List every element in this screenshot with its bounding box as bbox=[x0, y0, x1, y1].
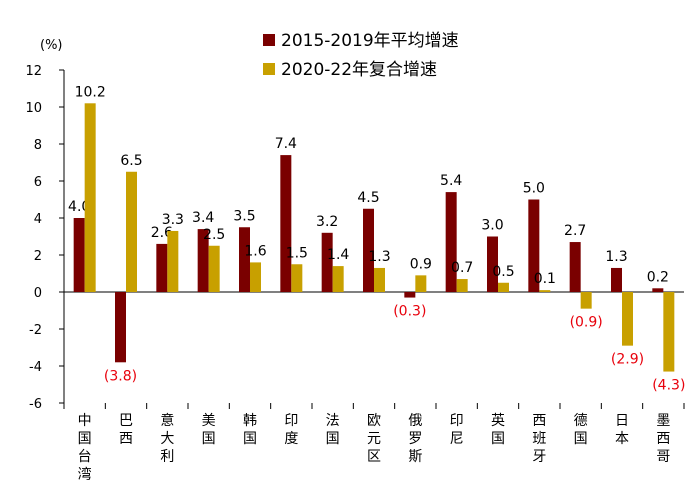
data-label-series-1: (0.3) bbox=[393, 304, 426, 320]
category-label: 中国台湾 bbox=[78, 413, 92, 483]
data-label-series-1: 3.0 bbox=[481, 218, 503, 234]
bar-series-1 bbox=[321, 232, 333, 292]
legend-swatch-series-2 bbox=[263, 63, 275, 75]
bar-series-1 bbox=[652, 288, 664, 292]
data-label-series-1: 3.4 bbox=[192, 210, 214, 226]
bar-series-2 bbox=[415, 275, 427, 292]
data-label-series-1: 7.4 bbox=[275, 136, 297, 152]
category-label: 墨西哥 bbox=[656, 413, 670, 465]
bar-series-2 bbox=[167, 230, 179, 292]
data-label-series-2: (2.9) bbox=[611, 352, 644, 368]
data-label-series-2: 0.1 bbox=[534, 271, 556, 287]
category-label: 印尼 bbox=[450, 413, 464, 447]
data-label-series-1: 3.5 bbox=[233, 208, 255, 224]
bar-series-2 bbox=[126, 171, 137, 292]
y-tick-label: 12 bbox=[25, 64, 42, 79]
data-label-series-2: 0.9 bbox=[410, 256, 432, 272]
category-label: 韩国 bbox=[243, 413, 257, 447]
data-label-series-1: (3.8) bbox=[104, 368, 137, 384]
plot-area: -6-4-20246810124.010.2中国台湾(3.8)6.5巴西2.63… bbox=[25, 64, 685, 483]
y-tick-label: -6 bbox=[29, 397, 42, 412]
y-tick-label: 4 bbox=[34, 212, 42, 227]
data-label-series-2: 0.5 bbox=[492, 264, 514, 280]
category-label: 日本 bbox=[615, 413, 629, 447]
data-label-series-2: 3.3 bbox=[162, 212, 184, 228]
category-label: 欧元区 bbox=[367, 413, 381, 465]
data-label-series-1: 2.7 bbox=[564, 223, 586, 239]
category-label: 西班牙 bbox=[532, 413, 546, 465]
bar-series-1 bbox=[611, 267, 622, 292]
category-label: 英国 bbox=[491, 412, 505, 447]
bar-series-1 bbox=[156, 243, 168, 292]
bar-series-2 bbox=[291, 264, 303, 292]
bar-series-1 bbox=[239, 227, 250, 292]
bar-series-2 bbox=[374, 267, 385, 292]
bar-series-2 bbox=[250, 262, 261, 292]
category-label: 德国 bbox=[574, 413, 588, 447]
legend: 2015-2019年平均增速 2020-22年复合增速 bbox=[263, 31, 459, 80]
bar-series-2 bbox=[622, 292, 633, 346]
bar-series-1 bbox=[445, 192, 457, 292]
bar-series-1 bbox=[115, 292, 126, 363]
data-label-series-1: 0.2 bbox=[647, 269, 669, 285]
y-tick-label: 2 bbox=[34, 249, 42, 264]
data-label-series-2: 1.6 bbox=[244, 243, 266, 259]
category-label: 美国 bbox=[202, 413, 216, 447]
legend-label-series-2: 2020-22年复合增速 bbox=[281, 60, 437, 80]
data-label-series-2: 0.7 bbox=[451, 260, 473, 276]
bar-series-2 bbox=[539, 290, 551, 292]
bar-series-1 bbox=[487, 236, 498, 292]
category-label: 意大利 bbox=[160, 412, 174, 465]
y-tick-label: 6 bbox=[34, 175, 42, 190]
data-label-series-2: 2.5 bbox=[203, 227, 225, 243]
y-axis-unit-label: (%) bbox=[40, 38, 63, 53]
data-label-series-2: (0.9) bbox=[570, 315, 603, 331]
y-tick-label: 10 bbox=[25, 101, 42, 116]
data-label-series-1: 5.0 bbox=[523, 181, 545, 197]
category-label: 印度 bbox=[284, 413, 298, 447]
data-label-series-1: 1.3 bbox=[605, 249, 627, 265]
bar-series-1 bbox=[528, 199, 540, 292]
y-tick-label: -2 bbox=[29, 323, 42, 338]
category-label: 俄罗斯 bbox=[408, 413, 422, 465]
legend-label-series-1: 2015-2019年平均增速 bbox=[281, 31, 459, 51]
data-label-series-1: 3.2 bbox=[316, 214, 338, 230]
category-label: 法国 bbox=[326, 413, 340, 447]
data-label-series-2: 10.2 bbox=[75, 84, 106, 100]
bar-series-2 bbox=[663, 292, 675, 372]
bar-series-2 bbox=[84, 103, 96, 292]
bar-series-1 bbox=[404, 292, 416, 298]
data-label-series-2: 1.3 bbox=[368, 249, 390, 265]
bar-series-2 bbox=[208, 245, 220, 292]
data-label-series-1: 5.4 bbox=[440, 173, 462, 189]
data-label-series-1: 4.5 bbox=[357, 190, 379, 206]
category-label: 巴西 bbox=[119, 413, 133, 447]
bar-series-1 bbox=[280, 155, 292, 292]
bar-series-1 bbox=[197, 229, 209, 292]
y-tick-label: -4 bbox=[29, 360, 42, 375]
legend-swatch-series-1 bbox=[263, 34, 275, 46]
bar-series-1 bbox=[73, 218, 85, 292]
bar-series-2 bbox=[580, 292, 592, 309]
bar-series-1 bbox=[569, 242, 581, 292]
data-label-series-2: 1.5 bbox=[286, 245, 308, 261]
bar-series-2 bbox=[332, 266, 344, 292]
y-tick-label: 0 bbox=[34, 286, 42, 301]
y-tick-label: 8 bbox=[34, 138, 42, 153]
bar-series-1 bbox=[363, 208, 374, 292]
data-label-series-2: (4.3) bbox=[652, 378, 685, 394]
data-label-series-2: 6.5 bbox=[120, 153, 142, 169]
bar-series-2 bbox=[498, 282, 509, 292]
bar-series-2 bbox=[456, 279, 468, 292]
data-label-series-2: 1.4 bbox=[327, 247, 349, 263]
